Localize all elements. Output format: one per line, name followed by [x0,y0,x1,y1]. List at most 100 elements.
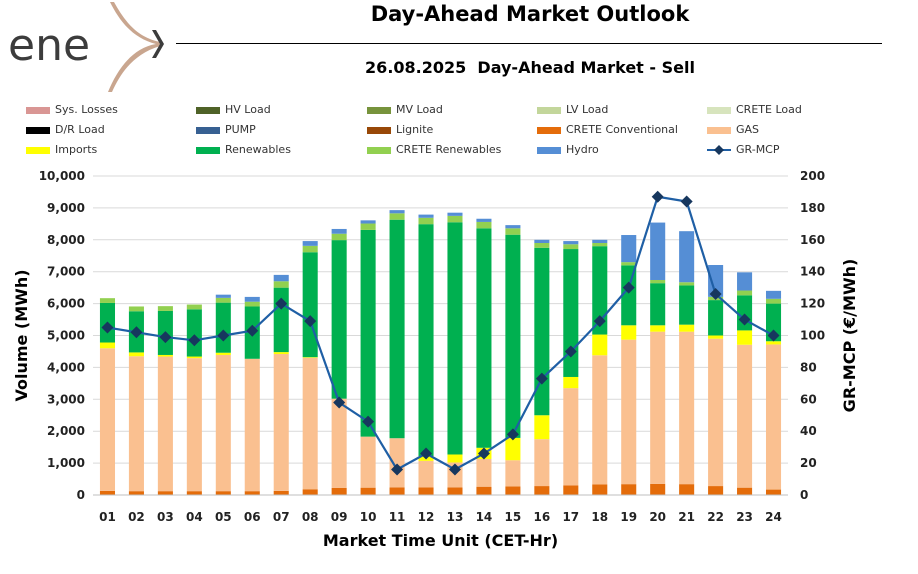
bar-segment [505,437,521,461]
x-tick-label: 06 [244,510,261,524]
x-tick-label: 04 [186,510,203,524]
mcp-marker [246,324,259,337]
title-divider [176,43,882,44]
legend-swatch [707,107,731,114]
bar-segment [157,354,173,357]
bar-segment [360,223,376,230]
bar-segment [592,242,608,247]
bar-segment [534,247,550,416]
y-tick-label: 9,000 [47,201,85,215]
bar-segment [360,220,376,224]
bar-segment [244,296,260,302]
mcp-marker [420,447,433,460]
y-tick-label: 8,000 [47,233,85,247]
mcp-marker [593,315,606,328]
legend-label: HV Load [225,103,271,116]
bar-segment [679,331,695,485]
mcp-marker [651,190,664,203]
bar-segment [476,486,492,495]
bar-segment [476,218,492,222]
bar-segment [679,282,695,286]
bar-segment [650,325,666,332]
bar-segment [215,354,231,492]
bar-segment [128,491,144,495]
bar-segment [186,356,202,359]
legend-swatch [707,145,731,155]
legend-swatch [26,107,50,114]
x-mark-icon [108,2,164,92]
x-tick-label: 23 [736,510,753,524]
legend-label: Sys. Losses [55,103,118,116]
bar-segment [592,355,608,485]
x-tick-label: 01 [99,510,116,524]
bar-segment [99,490,116,495]
y-tick-label: 2,000 [47,424,85,438]
bar-segment [331,487,347,495]
bar-segment [534,242,550,248]
legend-swatch [26,147,50,154]
x-tick-label: 19 [620,510,637,524]
legend-label: CRETE Conventional [566,123,678,136]
bar-segment [650,283,666,326]
bar-segment [563,249,579,377]
mcp-marker [622,281,635,294]
bar-segment [389,219,405,439]
x-axis-title: Market Time Unit (CET-Hr) [323,531,558,550]
x-tick-label: 08 [302,510,319,524]
legend-label: Renewables [225,143,291,156]
bar-segment [215,297,231,303]
legend-label: MV Load [396,103,443,116]
bar-segment [534,415,550,440]
legend-swatch [537,107,561,114]
y-tick-label: 10,000 [39,169,85,183]
bar-segment [737,487,753,495]
x-tick-label: 07 [273,510,290,524]
bar-segment [331,233,347,241]
x-tick-label: 10 [360,510,377,524]
bar-segment [360,229,376,437]
bar-segment [621,235,637,263]
x-tick-label: 16 [534,510,551,524]
y2-tick-label: 100 [800,329,825,343]
bar-segment [99,342,116,349]
legend-swatch [537,127,561,134]
logo-text: ene [8,20,90,71]
x-tick-label: 21 [678,510,695,524]
bar-segment [737,330,753,345]
legend-label: LV Load [566,103,609,116]
bar-segment [273,274,289,282]
bar-segment [157,491,173,495]
bar-segment [418,217,434,225]
y-tick-label: 5,000 [47,329,85,343]
x-tick-label: 24 [765,510,782,524]
legend-label: GAS [736,123,760,136]
bar-segment [128,352,144,357]
x-tick-label: 09 [331,510,348,524]
bar-segment [360,487,376,495]
bar-segment [737,344,753,488]
bar-segment [708,338,724,487]
enex-logo: ene [4,0,174,95]
bar-segment [505,228,521,235]
y-axis-title: Volume (MWh) [12,269,31,401]
bar-segment [563,485,579,495]
bar-segment [128,306,144,312]
bar-segment [765,489,782,495]
bar-segment [99,298,116,303]
mcp-marker [535,372,548,385]
mcp-marker [130,326,143,339]
legend-swatch [707,127,731,134]
x-tick-label: 15 [505,510,522,524]
bar-segment [621,339,637,485]
bar-segment [708,486,724,495]
bar-segment [765,290,782,299]
bar-segment [765,298,782,304]
bar-segment [128,356,144,492]
bar-segment [621,484,637,495]
bar-segment [447,222,463,455]
bar-segment [765,303,782,342]
bar-segment [592,246,608,335]
legend-swatch [537,147,561,154]
x-tick-label: 03 [157,510,174,524]
legend-label: Hydro [566,143,599,156]
